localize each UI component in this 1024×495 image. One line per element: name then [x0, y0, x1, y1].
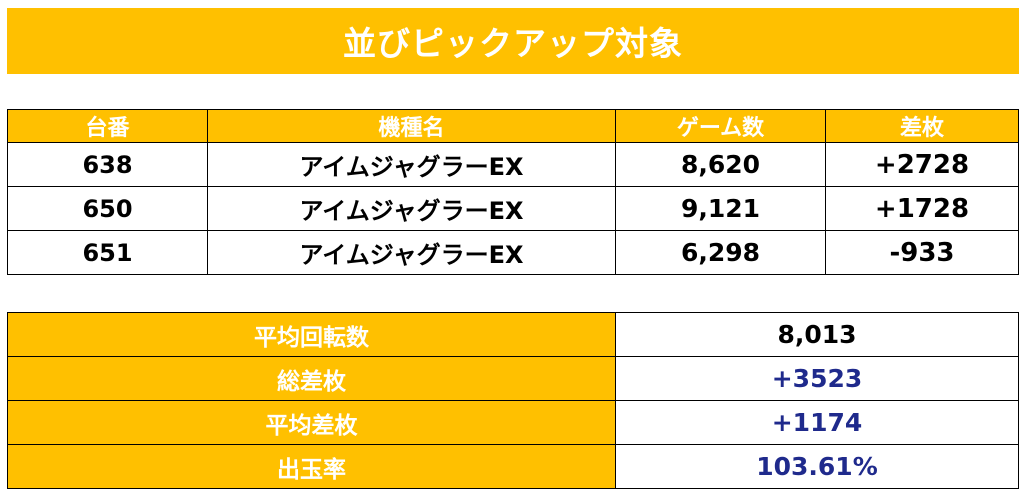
coin-diff: -933	[825, 230, 1019, 275]
page-title: 並びピックアップ対象	[343, 24, 683, 63]
table-header-row: 台番 機種名 ゲーム数 差枚	[7, 109, 1019, 143]
header-games: ゲーム数	[615, 109, 826, 143]
summary-table: 平均回転数 8,013 総差枚 +3523 平均差枚 +1174 出玉率 103…	[7, 312, 1019, 489]
machine-name: アイムジャグラーEX	[207, 230, 616, 275]
title-banner: 並びピックアップ対象	[7, 8, 1019, 74]
summary-value: 8,013	[615, 312, 1019, 357]
summary-row-total-diff: 総差枚 +3523	[7, 356, 1019, 401]
summary-value: +3523	[615, 356, 1019, 401]
machine-number: 638	[7, 142, 208, 187]
coin-diff: +2728	[825, 142, 1019, 187]
header-diff: 差枚	[825, 109, 1019, 143]
summary-value: 103.61%	[615, 444, 1019, 489]
summary-row-average-diff: 平均差枚 +1174	[7, 400, 1019, 445]
table-row: 651 アイムジャグラーEX 6,298 -933	[7, 230, 1019, 275]
machine-number: 650	[7, 186, 208, 231]
summary-label: 出玉率	[7, 444, 616, 489]
game-count: 9,121	[615, 186, 826, 231]
machine-table: 台番 機種名 ゲーム数 差枚 638 アイムジャグラーEX 8,620 +272…	[7, 109, 1019, 275]
game-count: 6,298	[615, 230, 826, 275]
summary-label: 平均回転数	[7, 312, 616, 357]
summary-label: 平均差枚	[7, 400, 616, 445]
machine-name: アイムジャグラーEX	[207, 142, 616, 187]
summary-value: +1174	[615, 400, 1019, 445]
machine-number: 651	[7, 230, 208, 275]
game-count: 8,620	[615, 142, 826, 187]
header-machine: 機種名	[207, 109, 616, 143]
coin-diff: +1728	[825, 186, 1019, 231]
summary-row-average-spins: 平均回転数 8,013	[7, 312, 1019, 357]
machine-name: アイムジャグラーEX	[207, 186, 616, 231]
table-row: 638 アイムジャグラーEX 8,620 +2728	[7, 142, 1019, 187]
header-number: 台番	[7, 109, 208, 143]
summary-row-payout-rate: 出玉率 103.61%	[7, 444, 1019, 489]
summary-label: 総差枚	[7, 356, 616, 401]
table-row: 650 アイムジャグラーEX 9,121 +1728	[7, 186, 1019, 231]
